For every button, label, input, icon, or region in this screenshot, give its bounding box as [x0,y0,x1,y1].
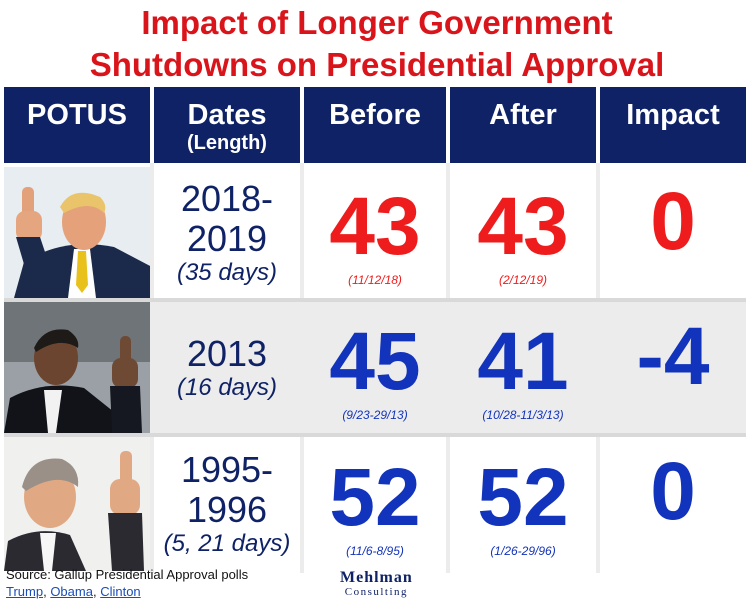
link-obama[interactable]: Obama [50,584,93,599]
after-date: (1/26-29/96) [490,544,556,558]
impact-value: -4 [636,311,710,402]
after-date: (2/12/19) [498,272,548,287]
before-cell: 43 (11/12/18) [304,167,446,298]
dates-year-2: 1996 [186,489,268,530]
row-divider [4,298,746,302]
header-dates: Dates (Length) [154,87,300,163]
before-value: 45 [329,315,421,407]
dates-length: (5, 21 days) [163,530,291,557]
before-date: (11/12/18) [348,272,402,287]
page-title: Impact of Longer Government Shutdowns on… [0,2,754,86]
header-potus-label: POTUS [27,99,127,131]
header-dates-label: Dates [187,99,267,131]
source-links: Trump, Obama, Clinton [6,584,141,599]
link-clinton[interactable]: Clinton [100,584,141,599]
before-date: (9/23-29/13) [342,407,408,422]
president-photo-obama [4,302,152,433]
dates-year-1: 1995- [180,449,274,490]
dates-year-2: 2019 [186,217,268,259]
column-divider [150,163,154,573]
row-divider [4,433,746,437]
dates-length: (35 days) [176,258,278,286]
dates-cell: 1995- 1996 (5, 21 days) [154,437,300,571]
dates-cell: 2013 (16 days) [154,302,300,433]
title-line-1: Impact of Longer Government [141,4,613,41]
before-value: 43 [329,180,421,272]
header-after: After [450,87,596,163]
header-potus: POTUS [4,87,150,163]
header-dates-sub: (Length) [187,132,267,154]
column-divider [596,163,600,573]
header-impact-label: Impact [626,99,720,131]
impact-value: 0 [650,446,696,537]
impact-cell: 0 [600,167,746,277]
before-date: (11/6-8/95) [346,544,404,558]
dates-year-1: 2013 [186,332,268,374]
column-divider [300,163,304,573]
dates-cell: 2018- 2019 (35 days) [154,167,300,298]
header-after-label: After [489,99,557,131]
before-value: 52 [329,452,421,543]
source-note: Source: Gallup Presidential Approval pol… [6,567,249,582]
column-divider [446,163,450,573]
impact-value: 0 [650,176,696,267]
after-value: 52 [477,452,569,543]
after-cell: 43 (2/12/19) [450,167,596,298]
link-trump[interactable]: Trump [6,584,44,599]
after-value: 43 [477,180,569,272]
president-photo-trump [4,167,152,298]
title-line-2: Shutdowns on Presidential Approval [89,46,665,83]
after-value: 41 [477,315,569,407]
dates-length: (16 days) [176,373,278,401]
impact-cell: -4 [600,302,746,412]
after-cell: 41 (10/28-11/3/13) [450,302,596,433]
before-cell: 45 (9/23-29/13) [304,302,446,433]
after-cell: 52 (1/26-29/96) [450,437,596,571]
president-photo-clinton [4,437,152,571]
after-date: (10/28-11/3/13) [482,407,564,422]
header-impact: Impact [600,87,746,163]
logo-line-2: Consulting [344,586,409,598]
header-before: Before [304,87,446,163]
header-before-label: Before [329,99,421,131]
mehlman-consulting-logo: Mehlman Consulting [340,569,413,599]
impact-cell: 0 [600,437,746,547]
before-cell: 52 (11/6-8/95) [304,437,446,571]
shutdown-table: POTUS Dates (Length) Before After Impact… [4,87,746,573]
logo-line-1: Mehlman [340,569,413,586]
dates-year-1: 2018- [180,177,274,219]
